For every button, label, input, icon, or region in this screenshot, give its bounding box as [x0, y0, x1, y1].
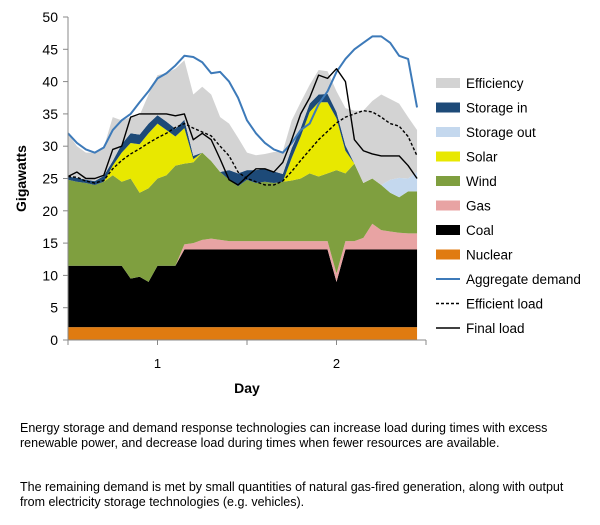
legend-swatch [436, 225, 460, 235]
y-axis-label: Gigawatts [13, 145, 29, 212]
caption-paragraph-1: Energy storage and demand response techn… [20, 421, 548, 450]
y-tick-label: 5 [50, 300, 58, 316]
area-efficiency [68, 60, 418, 185]
legend-item-storage-out: Storage out [436, 125, 536, 140]
axes: 0 5 10 15 20 25 30 35 40 45 50 1 2 Day Gigawatts [13, 9, 427, 396]
legend-label: Wind [466, 174, 497, 189]
legend-label: Gas [466, 199, 491, 214]
legend-label: Aggregate demand [466, 272, 581, 287]
stacked-areas [68, 60, 418, 340]
legend-item-efficiency: Efficiency [436, 76, 524, 91]
y-tick-label: 40 [42, 74, 58, 90]
legend-label: Efficient load [466, 297, 543, 312]
legend-swatch [436, 127, 460, 137]
chart: 0 5 10 15 20 25 30 35 40 45 50 1 2 Day Gigawatts Effic… [13, 9, 581, 396]
area-coal [68, 249, 418, 328]
legend-label: Nuclear [466, 248, 513, 263]
caption-paragraph-2: The remaining demand is met by small qua… [20, 480, 564, 509]
legend-item-coal: Coal [436, 223, 494, 238]
y-tick-label: 10 [42, 267, 58, 283]
y-tick-label: 0 [50, 332, 58, 348]
y-tick-label: 35 [42, 106, 58, 122]
legend-swatch [436, 249, 460, 260]
y-tick-label: 20 [42, 203, 58, 219]
legend-label: Final load [466, 321, 525, 336]
legend-item-nuclear: Nuclear [436, 248, 513, 263]
legend-item-efficient-load: Efficient load [436, 297, 543, 312]
legend-label: Storage out [466, 125, 536, 140]
area-wind [68, 152, 418, 282]
legend-swatch [436, 78, 460, 88]
y-tick-label: 50 [42, 9, 58, 25]
y-tick-label: 45 [42, 41, 58, 57]
legend-item-storage-in: Storage in [436, 101, 528, 116]
legend-item-aggregate-demand: Aggregate demand [436, 272, 581, 287]
legend-label: Efficiency [466, 76, 524, 91]
x-tick-label: 1 [154, 356, 161, 371]
legend-swatch [436, 200, 460, 211]
legend-item-wind: Wind [436, 174, 497, 189]
y-tick-label: 30 [42, 138, 58, 154]
line-efficient-load [67, 109, 418, 186]
y-tick-label: 15 [42, 235, 58, 251]
legend-swatch [436, 102, 460, 113]
legend-item-gas: Gas [436, 199, 491, 214]
legend-label: Storage in [466, 101, 528, 116]
area-nuclear [68, 327, 418, 340]
legend-swatch [436, 151, 460, 162]
x-axis-label: Day [234, 380, 260, 396]
legend-label: Coal [466, 223, 494, 238]
area-solar [68, 102, 418, 198]
y-tick-label: 25 [42, 171, 58, 187]
load-lines [67, 35, 419, 186]
x-tick-label: 2 [333, 356, 340, 371]
legend-item-final-load: Final load [436, 321, 525, 336]
area-storage-in [68, 93, 418, 187]
legend: Efficiency Storage in Storage out Solar Wind… [436, 76, 581, 336]
legend-swatch [436, 176, 460, 186]
legend-item-solar: Solar [436, 150, 498, 165]
legend-label: Solar [466, 150, 498, 165]
line-final-load [67, 67, 418, 186]
line-aggregate-demand [67, 35, 419, 154]
